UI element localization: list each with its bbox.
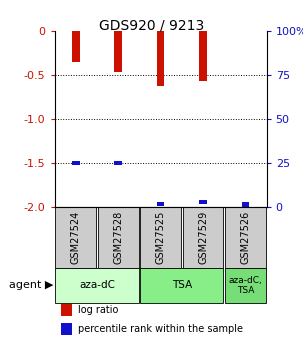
- Text: aza-dC: aza-dC: [79, 280, 115, 290]
- Text: log ratio: log ratio: [78, 305, 118, 315]
- FancyBboxPatch shape: [225, 268, 266, 303]
- Bar: [72, 31, 80, 62]
- Bar: [199, 31, 207, 81]
- Bar: [72, 161, 80, 165]
- FancyBboxPatch shape: [98, 207, 138, 268]
- Text: GSM27524: GSM27524: [71, 211, 81, 264]
- FancyBboxPatch shape: [140, 207, 181, 268]
- Text: GSM27526: GSM27526: [240, 211, 251, 264]
- FancyBboxPatch shape: [140, 268, 223, 303]
- Text: TSA: TSA: [172, 280, 192, 290]
- Bar: [114, 31, 122, 71]
- Bar: [199, 200, 207, 204]
- Bar: [157, 201, 165, 206]
- Text: percentile rank within the sample: percentile rank within the sample: [78, 324, 243, 334]
- Text: aza-dC,
TSA: aza-dC, TSA: [228, 276, 262, 295]
- Bar: [61, 304, 72, 316]
- Bar: [114, 161, 122, 165]
- Bar: [61, 323, 72, 335]
- FancyBboxPatch shape: [225, 207, 266, 268]
- Text: GSM27528: GSM27528: [113, 211, 123, 264]
- FancyBboxPatch shape: [55, 268, 138, 303]
- Text: GSM27529: GSM27529: [198, 211, 208, 264]
- Bar: [157, 31, 165, 86]
- Text: GSM27525: GSM27525: [155, 211, 166, 264]
- FancyBboxPatch shape: [55, 207, 96, 268]
- Bar: [241, 203, 249, 207]
- Text: agent ▶: agent ▶: [9, 280, 54, 290]
- FancyBboxPatch shape: [183, 207, 223, 268]
- Text: GDS920 / 9213: GDS920 / 9213: [99, 19, 204, 33]
